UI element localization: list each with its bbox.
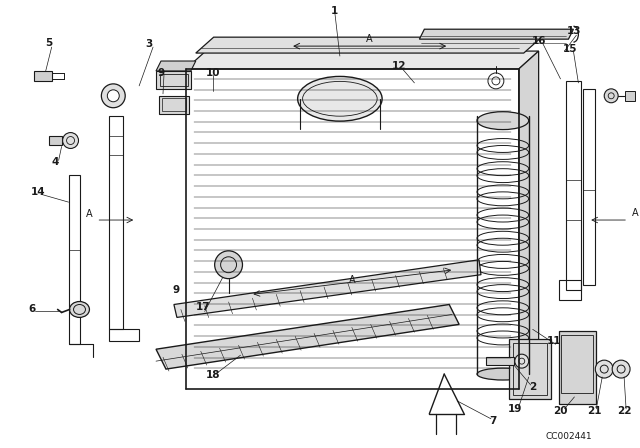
Text: 1: 1 — [332, 6, 339, 16]
Polygon shape — [159, 96, 189, 114]
Text: 4: 4 — [52, 157, 60, 168]
Ellipse shape — [477, 368, 529, 380]
Text: A: A — [349, 275, 355, 284]
Polygon shape — [174, 260, 481, 318]
Text: A: A — [366, 34, 373, 44]
Text: 16: 16 — [531, 36, 546, 46]
Text: 6: 6 — [28, 305, 35, 314]
Circle shape — [101, 84, 125, 108]
Text: 17: 17 — [195, 302, 210, 312]
Text: 3: 3 — [145, 39, 153, 49]
Bar — [513, 343, 547, 395]
Circle shape — [108, 90, 119, 102]
Text: 13: 13 — [567, 26, 582, 36]
Polygon shape — [625, 91, 635, 101]
Ellipse shape — [70, 302, 90, 318]
Polygon shape — [196, 37, 541, 53]
Polygon shape — [156, 71, 191, 89]
Text: 2: 2 — [529, 382, 536, 392]
Text: A: A — [86, 209, 93, 219]
Ellipse shape — [298, 77, 382, 121]
Circle shape — [515, 354, 529, 368]
Text: 10: 10 — [205, 68, 220, 78]
Polygon shape — [519, 51, 539, 389]
Text: 15: 15 — [563, 44, 578, 54]
Polygon shape — [49, 136, 61, 146]
Text: 20: 20 — [553, 406, 568, 416]
Text: 12: 12 — [392, 61, 407, 71]
Text: 9: 9 — [157, 68, 164, 78]
Ellipse shape — [477, 112, 529, 129]
Polygon shape — [156, 61, 196, 71]
Polygon shape — [419, 29, 573, 39]
Text: 22: 22 — [617, 406, 631, 416]
Circle shape — [604, 89, 618, 103]
Text: 19: 19 — [508, 404, 522, 414]
Polygon shape — [486, 357, 514, 365]
Circle shape — [63, 133, 79, 148]
Polygon shape — [186, 51, 539, 69]
Bar — [561, 335, 593, 393]
Polygon shape — [156, 305, 459, 369]
Text: A: A — [632, 208, 638, 218]
Polygon shape — [559, 332, 596, 404]
Text: 11: 11 — [547, 336, 562, 346]
Bar — [162, 98, 186, 111]
Text: 5: 5 — [45, 38, 52, 48]
Text: 14: 14 — [31, 187, 45, 197]
Text: 18: 18 — [205, 370, 220, 380]
Polygon shape — [34, 71, 52, 81]
Text: 21: 21 — [587, 406, 602, 416]
Circle shape — [612, 360, 630, 378]
Text: CC002441: CC002441 — [545, 432, 592, 441]
Bar — [160, 74, 188, 86]
Text: 7: 7 — [489, 416, 497, 426]
Bar — [509, 339, 550, 399]
Circle shape — [595, 360, 613, 378]
Text: 9: 9 — [172, 284, 179, 295]
Circle shape — [214, 251, 243, 279]
